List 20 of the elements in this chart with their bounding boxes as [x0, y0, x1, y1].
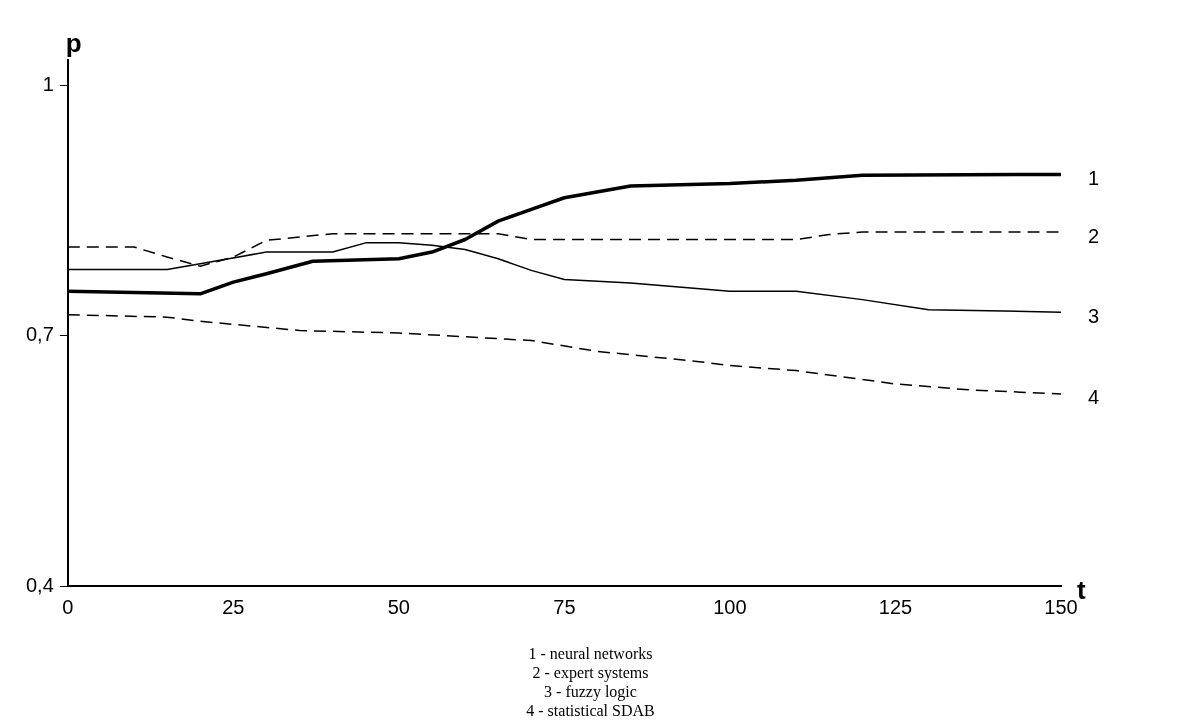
x-tick-label: 100: [713, 595, 747, 618]
y-tick-label: 0,7: [25, 323, 54, 346]
y-axis-title: p: [65, 28, 82, 59]
series-label: 3: [1088, 304, 1100, 327]
x-tick-label: 0: [62, 595, 74, 618]
series-label: 1: [1088, 166, 1100, 189]
y-tick-label: 1: [42, 72, 54, 95]
x-tick-label: 150: [1044, 595, 1078, 618]
x-tick-label: 75: [553, 595, 576, 618]
x-axis-title: t: [1077, 575, 1086, 606]
x-tick-label: 125: [878, 595, 913, 618]
series-label: 2: [1088, 224, 1100, 247]
text: 2 - expert systems: [531, 663, 650, 682]
text: 1 - neural networks: [527, 644, 654, 663]
text: 4 - statistical SDAB: [525, 701, 656, 720]
text: 3 - fuzzy logic: [543, 682, 638, 701]
y-tick-label: 0,4: [25, 573, 54, 596]
series-label: 4: [1088, 386, 1100, 409]
x-tick-label: 50: [387, 595, 410, 618]
x-tick-label: 25: [222, 595, 245, 618]
